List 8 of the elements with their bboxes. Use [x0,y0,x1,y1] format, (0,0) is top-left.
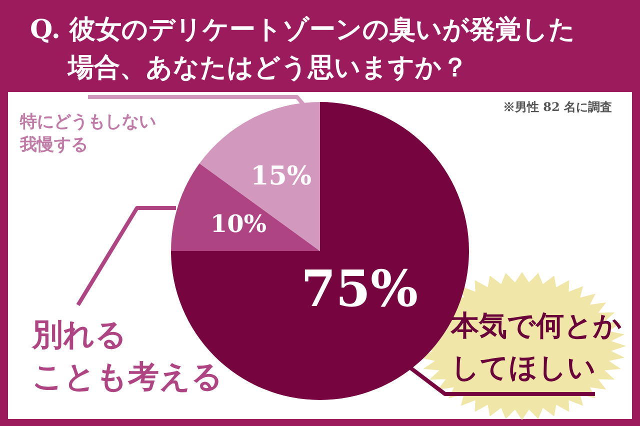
data-label: 75% [300,259,418,318]
data-label: 15% [250,162,312,192]
slice-label: 別れることも考える [31,317,223,395]
chart-title: Q. 彼女のデリケートゾーンの臭いが発覚した場合、あなたはどう思いますか？ [30,15,576,83]
slice-label: 本気で何とかしてほしい [450,309,622,384]
text: ※男性 82 名に調査 [502,100,612,114]
slice-label: 特にどうもしない我慢する [19,112,156,155]
data-label: 10% [210,208,267,238]
